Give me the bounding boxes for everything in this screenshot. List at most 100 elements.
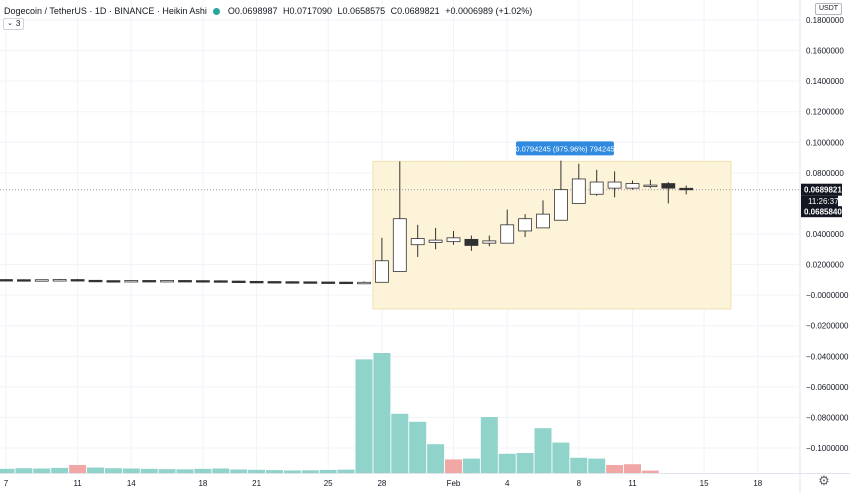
high-value: H0.0717090 [282, 6, 333, 16]
candle-body [160, 280, 175, 283]
price-tick-label: 0.1000000 [806, 138, 844, 147]
time-tick-label: 28 [377, 479, 386, 488]
volume-bar [552, 442, 570, 473]
measure-label: 0.0794245 (975.96%) 794245 [515, 141, 615, 156]
candle-body [178, 280, 192, 283]
currency-button[interactable]: USDT [815, 3, 843, 15]
price-tick-label: −0.0200000 [806, 322, 849, 331]
volume-bar [33, 468, 51, 473]
price-tick-label: −0.0800000 [806, 413, 849, 422]
candle [374, 237, 389, 283]
candle-body [213, 280, 228, 283]
time-tick-label: 14 [127, 479, 136, 488]
candle-body [374, 260, 389, 283]
candle-body [607, 181, 622, 189]
candle [518, 214, 532, 238]
candle [625, 180, 640, 190]
time-tick-label: 21 [252, 479, 261, 488]
indicator-count: 3 [15, 19, 21, 28]
price-tick-label: −0.1000000 [806, 444, 849, 453]
volume-bar [15, 468, 33, 473]
indicators-toggle-button[interactable]: ⌄ 3 [3, 18, 25, 30]
volume-bar [104, 468, 122, 473]
volume-bar [480, 417, 498, 473]
countdown-label: 11:26:37 [808, 197, 839, 206]
candle [124, 280, 139, 283]
close-value: C0.0689821 [390, 6, 440, 16]
price-tick-label: 0.1800000 [806, 16, 844, 25]
time-tick-label: 18 [198, 479, 207, 488]
candle-body [392, 218, 407, 272]
candle-body [52, 279, 67, 282]
candle [178, 280, 192, 283]
candle-body [16, 279, 31, 282]
time-tick-label: 25 [324, 479, 333, 488]
volume-bar [373, 353, 391, 473]
symbol-title[interactable]: Dogecoin / TetherUS · 1D · BINANCE · Hei… [4, 6, 207, 16]
candle-body [357, 281, 371, 285]
time-tick-label: 7 [4, 479, 9, 488]
volume-bar [0, 468, 15, 473]
candle-body [339, 281, 354, 285]
volume-bar [409, 421, 427, 473]
candle [643, 179, 658, 189]
second-price-label: 0.0685840 [804, 208, 842, 217]
candle [357, 281, 371, 285]
volume-bar [588, 458, 606, 473]
candle [392, 161, 407, 272]
volume-bar [283, 470, 301, 473]
candle-body [106, 280, 121, 283]
volume-bar [158, 469, 176, 473]
candle [410, 224, 425, 257]
candle [536, 200, 550, 229]
candle [607, 171, 622, 198]
volume-bar [69, 465, 87, 473]
candle [16, 279, 31, 282]
candle-body [321, 281, 336, 284]
candle [446, 230, 461, 245]
candle-body [589, 181, 604, 195]
volume-bar [337, 469, 355, 473]
time-tick-label: 11 [628, 479, 637, 488]
measure-label-text: 0.0794245 (975.96%) 794245 [515, 144, 614, 153]
time-tick-label: 4 [505, 479, 510, 488]
candle-body [464, 238, 479, 246]
candle [589, 169, 604, 196]
candle [249, 280, 264, 284]
candle-body [571, 178, 586, 204]
candle-body [625, 183, 640, 189]
countdown-badge [801, 195, 838, 207]
candle [52, 278, 67, 282]
candle [267, 281, 282, 284]
candle-body [249, 280, 264, 284]
volume-bar [230, 469, 248, 473]
candle [679, 185, 694, 195]
candle [231, 280, 246, 283]
candle [464, 235, 479, 251]
candle [554, 160, 568, 221]
volume-bar [427, 444, 445, 473]
candle-body [661, 183, 676, 189]
gear-icon[interactable]: ⚙ [818, 473, 830, 488]
candle-body [142, 280, 157, 283]
volume-bar [391, 413, 409, 473]
candle-body [124, 280, 139, 283]
candle-body [554, 189, 568, 221]
candle-body [0, 279, 13, 282]
candle [285, 281, 300, 284]
volume-bar [606, 465, 624, 473]
price-tick-label: −0.0400000 [806, 352, 849, 361]
volume-bar [87, 467, 104, 473]
low-value: L0.0658575 [337, 6, 386, 16]
time-tick-label: 18 [753, 479, 762, 488]
time-tick-label: Feb [447, 479, 461, 488]
candle [0, 279, 13, 282]
candle-body [88, 279, 103, 283]
candle-body [303, 281, 318, 284]
volume-bar [266, 470, 283, 473]
price-tick-label: 0.0800000 [806, 169, 844, 178]
volume-bar [301, 470, 319, 473]
price-tick-label: −0.0000000 [806, 291, 849, 300]
